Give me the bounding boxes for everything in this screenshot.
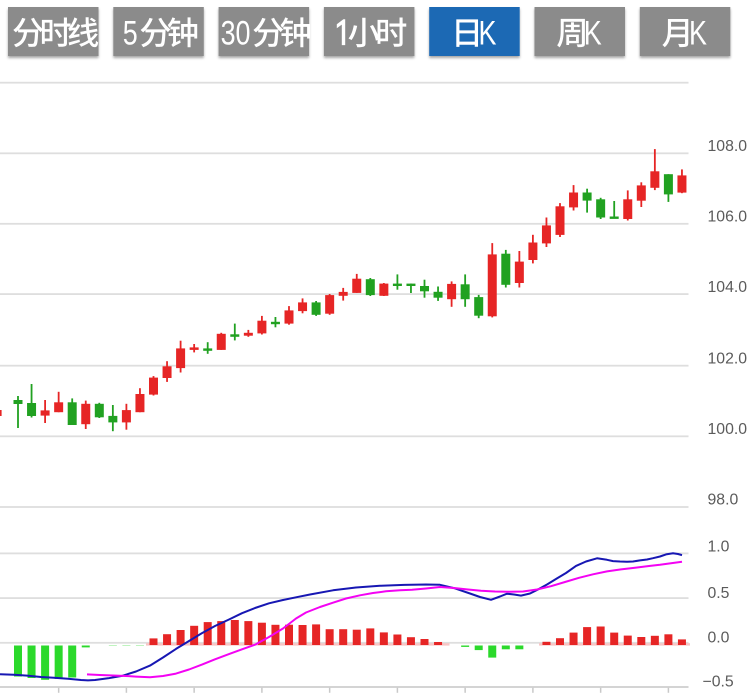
svg-text:30: 30 — [221, 13, 251, 52]
svg-text:0.0: 0.0 — [708, 630, 730, 647]
svg-text:1.0: 1.0 — [708, 539, 730, 556]
svg-text:K: K — [689, 13, 707, 52]
svg-text:0.5: 0.5 — [708, 585, 730, 602]
svg-text:5: 5 — [123, 13, 138, 52]
svg-text:K: K — [584, 13, 602, 52]
svg-text:102.0: 102.0 — [708, 350, 748, 367]
svg-text:106.0: 106.0 — [708, 209, 748, 226]
svg-text:K: K — [478, 13, 496, 52]
svg-text:98.0: 98.0 — [708, 492, 739, 509]
svg-text:104.0: 104.0 — [708, 279, 748, 296]
svg-text:−0.5: −0.5 — [703, 674, 734, 691]
svg-text:108.0: 108.0 — [708, 138, 748, 155]
svg-text:100.0: 100.0 — [708, 421, 748, 438]
